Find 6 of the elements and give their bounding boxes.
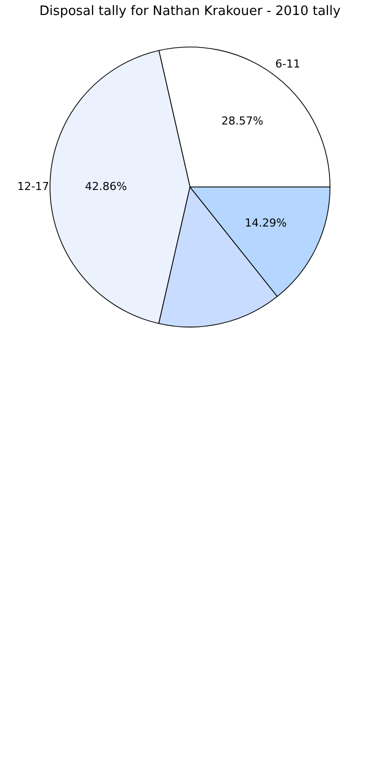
slice-label: 6-11 <box>275 57 300 70</box>
data-label: 14.29% <box>244 216 287 230</box>
data-label: 42.86% <box>85 180 127 193</box>
data-label: 28.57% <box>221 114 264 128</box>
chart-title: Disposal tally for Nathan Krakouer - 2010 tally <box>39 4 341 19</box>
slice-label: 12-17 <box>17 180 50 193</box>
